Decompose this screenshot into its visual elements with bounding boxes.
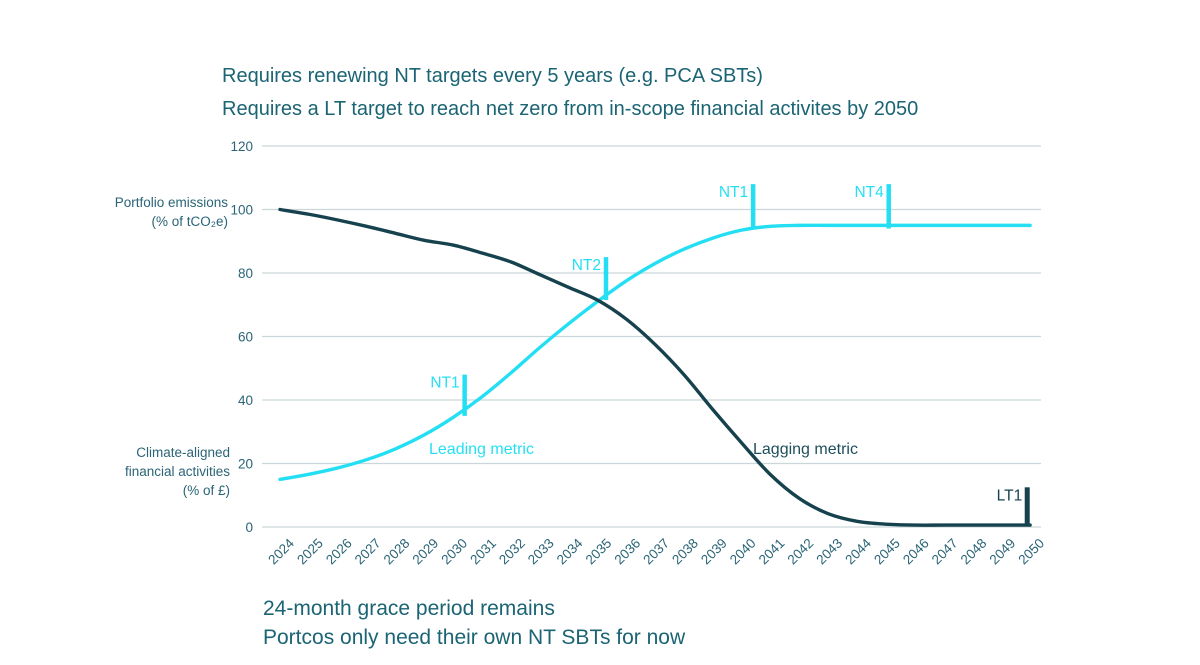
x-tick-label: 2043 [813,536,845,568]
x-tick-label: 2027 [352,536,384,568]
target-marker-label: NT1 [430,375,459,392]
y-tick-label: 20 [238,457,253,472]
lagging-metric-curve [278,207,1032,527]
y-tick-label: 0 [245,520,253,535]
legend-lagging-metric: Lagging metric [753,441,858,458]
y-axis-label-line: (% of tCO₂e) [151,214,228,229]
x-tick-label: 2040 [727,536,759,568]
y-tick-label: 60 [238,330,253,345]
y-axis-label-line: financial activities [124,464,230,479]
x-tick-label: 2038 [669,536,701,568]
x-tick-label: 2047 [929,536,961,568]
x-tick-label: 2037 [640,536,672,568]
y-axis-label-line: (% of £) [182,483,230,498]
target-marker-label: NT1 [719,184,748,201]
title-line-1: Requires renewing NT targets every 5 yea… [222,65,763,87]
x-tick-label: 2024 [265,535,297,567]
title-line-2: Requires a LT target to reach net zero f… [222,98,919,120]
x-tick-label: 2036 [611,536,643,568]
y-axis-label-line: Portfolio emissions [114,195,228,210]
x-tick-label: 2025 [294,536,326,568]
x-tick-label: 2035 [583,536,615,568]
x-tick-label: 2030 [438,536,470,568]
x-tick-label: 2041 [756,536,788,568]
x-tick-label: 2046 [900,536,932,568]
y-tick-label: 40 [238,393,253,408]
x-tick-label: 2044 [842,535,874,567]
x-tick-label: 2045 [871,536,903,568]
x-tick-label: 2034 [554,535,586,567]
leading-metric-curve [278,223,1032,482]
y-tick-label: 120 [230,139,253,154]
x-tick-label: 2039 [698,536,730,568]
target-marker-label: NT2 [572,257,601,274]
y-axis-label-climate-aligned: Climate-aligned financial activities (% … [40,443,230,500]
y-axis-label-portfolio-emissions: Portfolio emissions (% of tCO₂e) [40,193,228,231]
legend-leading-metric: Leading metric [429,441,534,458]
x-tick-label: 2028 [381,536,413,568]
target-marker-label: LT1 [997,487,1023,504]
target-marker-label: NT4 [854,184,884,201]
x-tick-label: 2026 [323,536,355,568]
y-axis-label-line: Climate-aligned [136,445,230,460]
x-tick-label: 2049 [987,536,1019,568]
footer-line-2: Portcos only need their own NT SBTs for … [263,626,686,649]
x-tick-label: 2050 [1015,536,1047,568]
chart-title-block: Requires renewing NT targets every 5 yea… [222,60,1122,126]
footer-line-1: 24-month grace period remains [263,597,555,620]
x-tick-label: 2032 [496,536,528,568]
x-tick-label: 2033 [525,536,557,568]
x-tick-label: 2042 [785,536,817,568]
footer-note-block: 24-month grace period remains Portcos on… [263,594,963,652]
y-tick-label: 80 [238,266,253,281]
y-tick-label: 100 [230,203,253,218]
x-tick-label: 2048 [958,536,990,568]
x-tick-label: 2031 [467,536,499,568]
x-tick-label: 2029 [410,536,442,568]
